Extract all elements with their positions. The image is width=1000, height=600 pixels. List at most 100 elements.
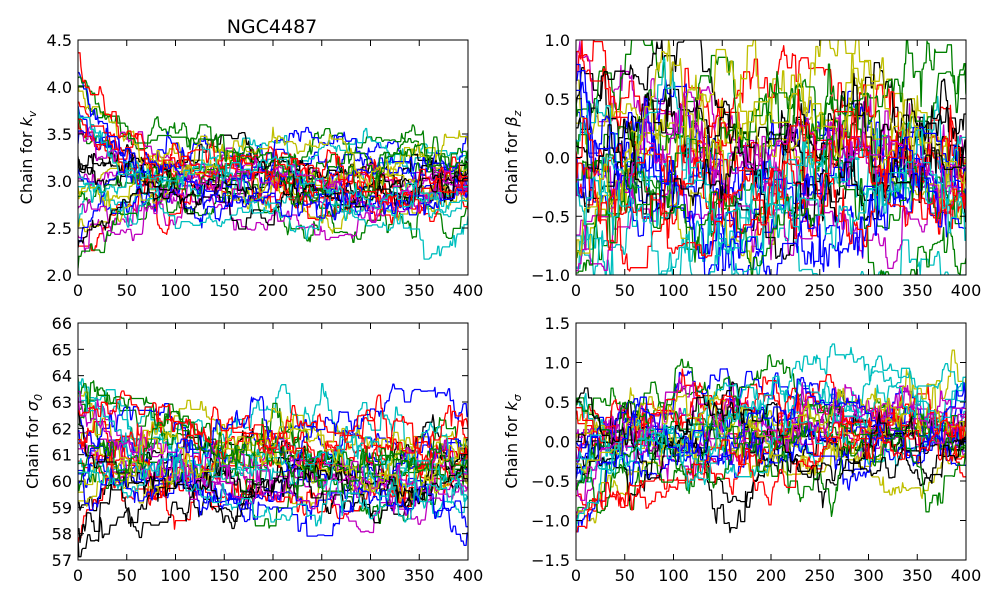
trace-panel-4: 0 50 100 150 200 250 300 350 400 −1.5 −1.0 −0.5 0.0 0… [502, 314, 981, 585]
y-tick-label: 60 [52, 472, 72, 491]
y-tick-label: 2.0 [47, 266, 72, 285]
walker-trace-23 [78, 377, 468, 479]
y-tick-label: −1.0 [531, 266, 570, 285]
x-tick-label: 150 [209, 281, 240, 300]
y-tick-label: 57 [52, 551, 72, 570]
y-tick-label: 1.0 [545, 31, 570, 50]
y-tick-label: 1.5 [545, 314, 570, 333]
y-tick-label: 0.0 [545, 433, 570, 452]
walker-trace-18 [576, 99, 966, 275]
walker-trace-20 [78, 135, 468, 212]
walker-trace-23 [576, 70, 966, 229]
walker-traces [78, 52, 468, 269]
walker-trace-15 [576, 63, 966, 275]
walker-trace-17 [576, 108, 966, 272]
y-axis-label: Chain for βz [502, 110, 524, 204]
walker-trace-25 [576, 56, 966, 268]
walker-trace-27 [576, 40, 966, 256]
x-tick-label: 50 [615, 281, 635, 300]
x-tick-label: 300 [355, 281, 386, 300]
walker-trace-28 [576, 387, 966, 509]
trace-panel-1: 0 50 100 150 200 250 300 350 400 2.0 2.5 3.0 3.5 4.0 4… [17, 31, 483, 300]
y-tick-label: 59 [52, 498, 72, 517]
x-tick-label: 300 [853, 281, 884, 300]
walker-trace-2 [78, 387, 468, 529]
walker-trace-15 [78, 410, 468, 523]
y-tick-label: −0.5 [531, 207, 570, 226]
x-tick-label: 200 [756, 281, 787, 300]
walker-trace-31 [576, 407, 966, 533]
figure-title: NGC4487 [227, 16, 318, 38]
x-tick-label: 150 [209, 566, 240, 585]
y-tick-label: 62 [52, 419, 72, 438]
y-tick-label: 0.0 [545, 149, 570, 168]
x-tick-label: 200 [258, 281, 289, 300]
walker-trace-28 [78, 465, 468, 544]
walker-trace-26 [576, 91, 966, 272]
walker-trace-31 [576, 89, 966, 259]
x-tick-label: 300 [853, 566, 884, 585]
x-tick-label: 250 [306, 566, 337, 585]
walker-trace-32 [576, 129, 966, 275]
y-tick-label: 58 [52, 525, 72, 544]
walker-trace-27 [78, 414, 468, 508]
x-tick-label: 350 [902, 281, 933, 300]
y-tick-label: 2.5 [47, 219, 72, 238]
walker-trace-26 [576, 376, 966, 502]
walker-trace-30 [78, 403, 468, 499]
x-tick-label: 100 [658, 566, 689, 585]
y-tick-label: 1.0 [545, 354, 570, 373]
x-tick-label: 400 [951, 566, 982, 585]
x-tick-label: 0 [571, 281, 581, 300]
y-tick-label: 65 [52, 340, 72, 359]
y-tick-label: −0.5 [531, 472, 570, 491]
walker-trace-13 [78, 149, 468, 233]
walker-trace-32 [78, 146, 468, 213]
x-tick-label: 50 [615, 566, 635, 585]
x-tick-label: 100 [658, 281, 689, 300]
walker-trace-29 [78, 71, 468, 221]
y-tick-label: 4.0 [47, 78, 72, 97]
x-tick-label: 50 [117, 281, 137, 300]
x-tick-label: 250 [804, 281, 835, 300]
y-tick-label: 3.5 [47, 125, 72, 144]
y-tick-label: −1.0 [531, 512, 570, 531]
x-tick-label: 0 [571, 566, 581, 585]
x-tick-label: 150 [707, 281, 738, 300]
walker-trace-24 [78, 417, 468, 471]
walker-trace-18 [78, 160, 468, 260]
y-tick-label: 64 [52, 367, 72, 386]
x-tick-label: 150 [707, 566, 738, 585]
walker-trace-4 [576, 127, 966, 275]
y-axis-label: Chain for kv [17, 110, 39, 204]
walker-trace-19 [78, 395, 468, 525]
y-axis-label: Chain for σ0 [23, 394, 45, 489]
walker-trace-31 [78, 390, 468, 454]
x-tick-label: 300 [355, 566, 386, 585]
x-tick-label: 400 [453, 566, 484, 585]
y-tick-label: −1.5 [531, 551, 570, 570]
walker-traces [576, 40, 966, 275]
walker-trace-32 [78, 453, 468, 527]
y-tick-label: 4.5 [47, 31, 72, 50]
walker-trace-29 [78, 438, 468, 537]
x-tick-label: 250 [306, 281, 337, 300]
walker-trace-24 [576, 104, 966, 240]
walker-trace-19 [78, 126, 468, 196]
x-tick-label: 350 [902, 566, 933, 585]
y-tick-label: 66 [52, 314, 72, 333]
trace-panels: 0 50 100 150 200 250 300 350 400 2.0 2.5 3.0 3.5 4.0 4… [17, 31, 981, 585]
walker-trace-27 [576, 383, 966, 474]
trace-panel-3: 0 50 100 150 200 250 300 350 400 57 58 59 60 61 62 63 64… [23, 314, 483, 585]
y-axis-label: Chain for kσ [502, 393, 524, 488]
walker-trace-29 [576, 376, 966, 533]
x-tick-label: 100 [160, 281, 191, 300]
y-tick-label: 63 [52, 393, 72, 412]
x-tick-label: 250 [804, 566, 835, 585]
walker-trace-22 [576, 417, 966, 491]
x-tick-label: 0 [73, 281, 83, 300]
x-tick-label: 400 [453, 281, 484, 300]
walker-trace-29 [576, 69, 966, 275]
walker-traces [78, 377, 468, 558]
